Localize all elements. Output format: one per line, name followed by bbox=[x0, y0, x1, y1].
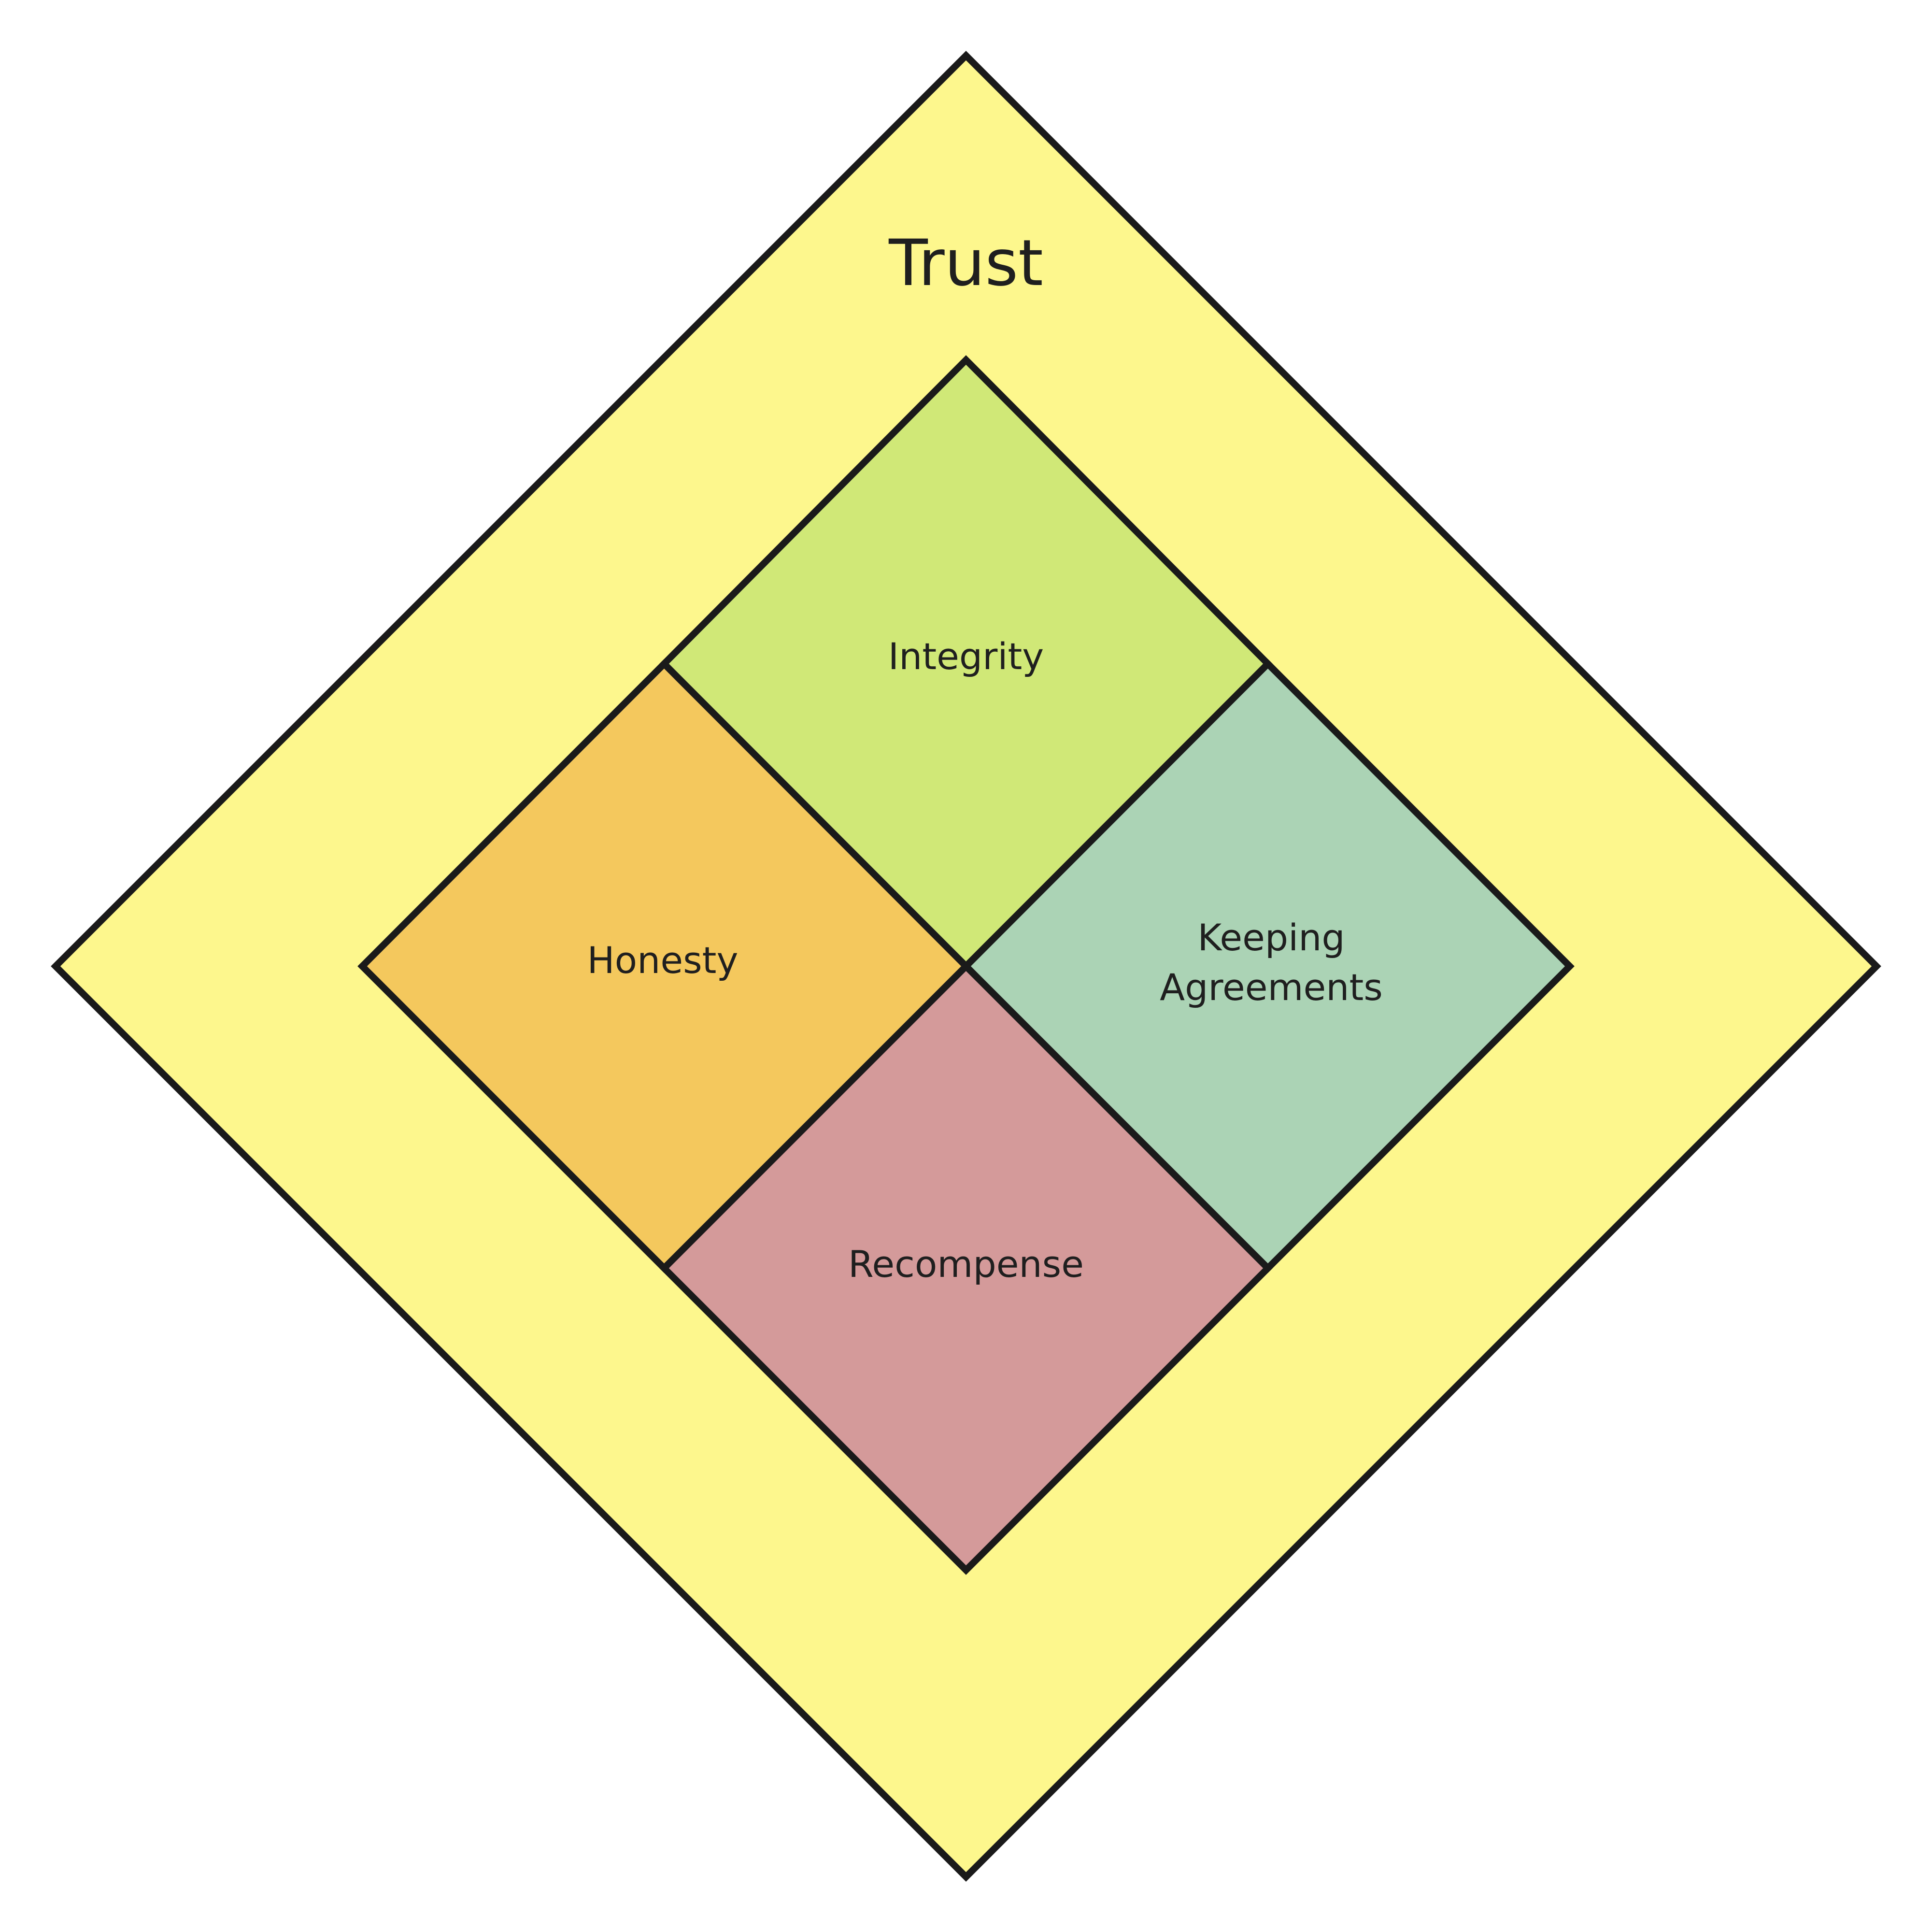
keeping-agreements-label-line-2: Agreements bbox=[1160, 966, 1383, 1009]
keeping-agreements-label-line-1: Keeping bbox=[1197, 916, 1345, 959]
integrity-label: Integrity bbox=[888, 635, 1044, 678]
trust-title: Trust bbox=[888, 226, 1043, 301]
recompense-label: Recompense bbox=[848, 1243, 1084, 1286]
quadrant-recompense bbox=[659, 961, 1273, 1575]
honesty-label: Honesty bbox=[587, 939, 739, 982]
